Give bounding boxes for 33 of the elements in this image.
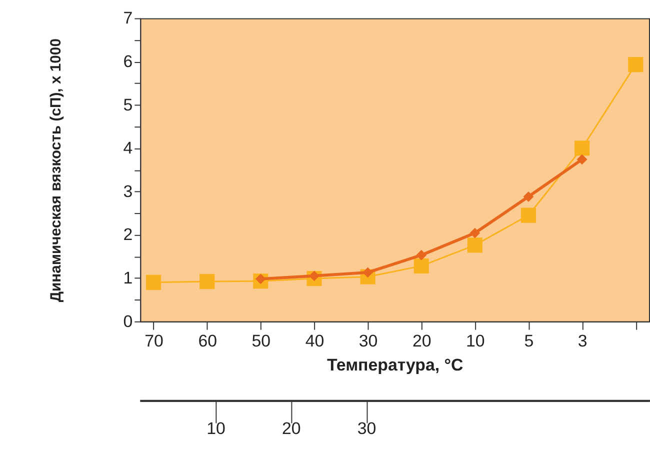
y-axis-title: Динамическая вязкость (сП), x 1000 — [48, 38, 65, 302]
x-tick-label: 40 — [305, 332, 324, 351]
x-tick-label: 70 — [144, 332, 164, 351]
x-axis-title: Температура, °C — [326, 356, 464, 375]
y-tick-label: 1 — [123, 268, 133, 288]
point — [470, 228, 480, 238]
point — [416, 250, 427, 260]
x-tick-label: 30 — [358, 332, 378, 351]
point — [467, 238, 482, 253]
point — [576, 154, 588, 165]
y-tick-label: 5 — [123, 95, 133, 114]
point — [146, 274, 162, 290]
x-tick-label: 3 — [578, 332, 588, 351]
y-tick-label: 4 — [123, 138, 133, 158]
y-tick-label: 3 — [123, 182, 133, 201]
point — [628, 57, 644, 72]
y-tick-label: 7 — [123, 8, 133, 28]
x2-tick-label: 30 — [357, 419, 376, 438]
x2-tick-label: 20 — [282, 419, 301, 438]
y-tick-label: 0 — [123, 312, 133, 331]
y-tick-label: 2 — [123, 225, 133, 244]
x-tick-label: 5 — [524, 332, 534, 351]
point — [200, 274, 215, 290]
point — [520, 208, 536, 223]
x-tick-label: 20 — [412, 332, 432, 351]
point — [414, 258, 429, 274]
y-tick-label: 6 — [123, 52, 133, 72]
x-tick-label: 10 — [466, 332, 485, 351]
point — [574, 140, 590, 156]
x-tick-label: 60 — [198, 332, 217, 351]
point — [523, 191, 534, 202]
x2-tick-label: 10 — [206, 419, 226, 438]
x-tick-label: 50 — [252, 332, 271, 351]
